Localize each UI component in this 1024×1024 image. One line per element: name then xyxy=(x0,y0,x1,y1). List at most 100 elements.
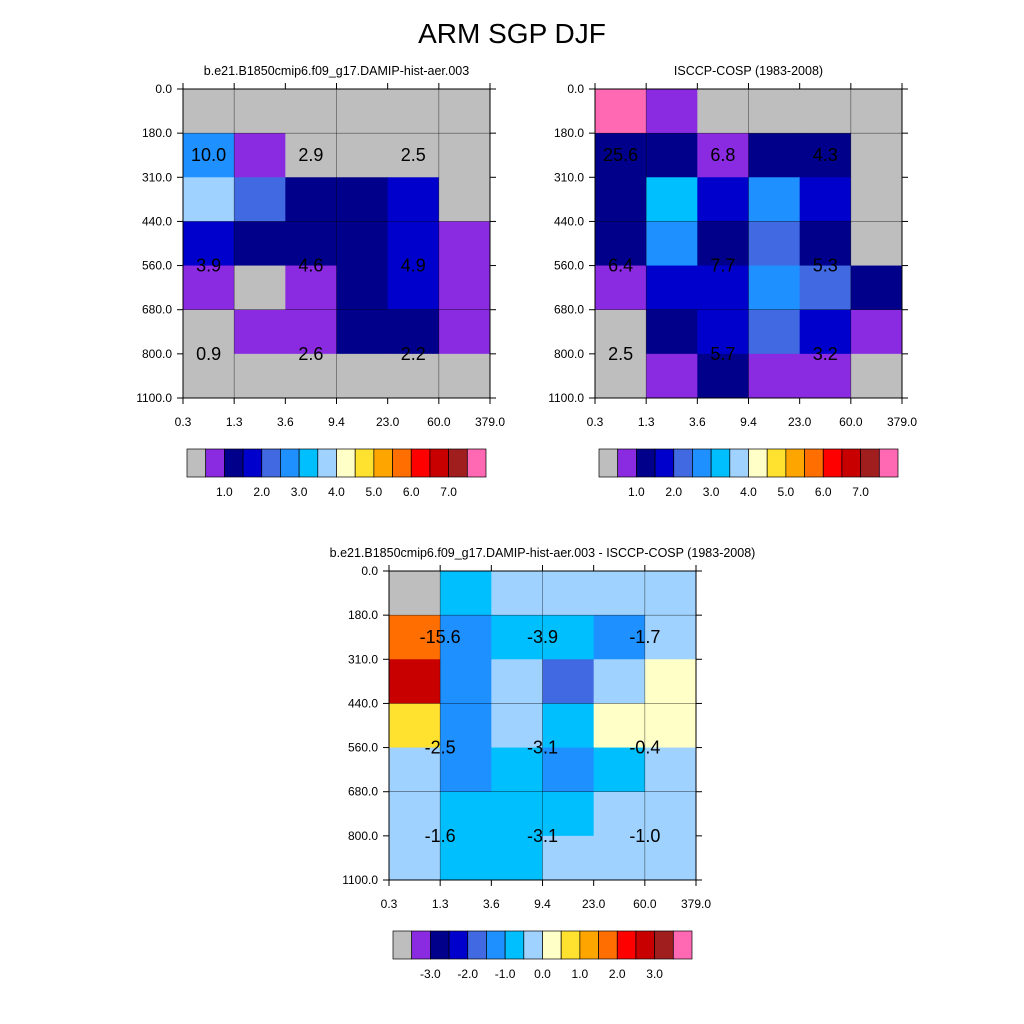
cell-value-label: 4.9 xyxy=(401,256,426,276)
heatmap-cell xyxy=(593,835,646,881)
x-tick-label: 1.3 xyxy=(432,897,449,911)
heatmap-panel-2: b.e21.B1850cmip6.f09_g17.DAMIP-hist-aer.… xyxy=(330,546,756,981)
cell-value-label: -15.6 xyxy=(420,627,461,647)
colorbar-label: 0.0 xyxy=(534,967,551,981)
heatmap-cell xyxy=(748,265,801,311)
cell-value-label: -0.4 xyxy=(629,738,660,758)
colorbar-swatch xyxy=(186,448,207,478)
colorbar-label: 4.0 xyxy=(328,485,345,499)
heatmap-cell xyxy=(646,133,698,178)
x-tick-label: 379.0 xyxy=(887,415,917,429)
cell-value-label: -1.0 xyxy=(629,826,660,846)
heatmap-cell xyxy=(336,309,389,355)
colorbar-swatch xyxy=(804,448,824,478)
cell-value-label: 3.9 xyxy=(196,256,221,276)
cell-value-label: 4.3 xyxy=(813,145,838,165)
heatmap-cell xyxy=(748,133,801,178)
heatmap-cell xyxy=(336,133,389,178)
colorbar-swatch xyxy=(486,930,506,960)
heatmap-cell xyxy=(438,177,491,222)
heatmap-cell xyxy=(593,791,646,837)
x-tick-label: 60.0 xyxy=(839,415,863,429)
heatmap-cell xyxy=(542,703,595,749)
heatmap-cell xyxy=(799,133,852,178)
colorbar-swatch xyxy=(766,448,787,478)
heatmap-cell xyxy=(593,659,646,704)
heatmap-panel-1: ISCCP-COSP (1983-2008) 0.0 180.0 310.0 440.0… xyxy=(548,64,917,499)
heatmap-cell xyxy=(799,177,852,222)
heatmap-cell xyxy=(697,133,749,178)
y-tick-label: 310.0 xyxy=(554,170,584,184)
heatmap-cell xyxy=(387,221,440,267)
x-tick-label: 60.0 xyxy=(633,897,657,911)
y-tick-label: 310.0 xyxy=(348,652,378,666)
colorbar-swatch xyxy=(692,448,712,478)
heatmap-cell xyxy=(336,265,389,311)
heatmap-cell xyxy=(491,571,543,616)
x-tick-label: 1.3 xyxy=(638,415,655,429)
cell-value-label: 25.6 xyxy=(603,145,638,165)
colorbar-label: 2.0 xyxy=(253,485,270,499)
heatmap-cell xyxy=(336,89,389,134)
heatmap-cell xyxy=(646,177,698,222)
heatmap-cell xyxy=(438,353,491,399)
heatmap-cell xyxy=(593,571,646,616)
x-tick-label: 0.3 xyxy=(587,415,604,429)
heatmap-cell xyxy=(440,703,492,749)
y-tick-label: 560.0 xyxy=(554,259,584,273)
heatmap-cell xyxy=(595,309,647,355)
heatmap-cell xyxy=(748,221,801,267)
heatmap-cell xyxy=(389,791,441,837)
colorbar-swatch xyxy=(411,930,431,960)
heatmap-cell xyxy=(542,615,595,660)
heatmap-cell xyxy=(285,89,337,134)
colorbar-label: 5.0 xyxy=(366,485,383,499)
x-tick-label: 0.3 xyxy=(175,415,192,429)
heatmap-cell xyxy=(285,133,337,178)
heatmap-cell xyxy=(285,265,337,311)
heatmap-panel-0: b.e21.B1850cmip6.f09_g17.DAMIP-hist-aer.… xyxy=(136,64,505,499)
y-tick-label: 560.0 xyxy=(348,741,378,755)
y-tick-label: 800.0 xyxy=(554,347,584,361)
y-tick-label: 0.0 xyxy=(567,82,584,96)
y-tick-label: 680.0 xyxy=(348,785,378,799)
y-tick-label: 680.0 xyxy=(142,303,172,317)
heatmap-cell xyxy=(285,309,337,355)
cell-value-label: -2.5 xyxy=(425,738,456,758)
heatmap-cell xyxy=(387,177,440,222)
heatmap-cell xyxy=(748,89,801,134)
cell-value-label: 6.8 xyxy=(710,145,735,165)
heatmap-cell xyxy=(438,309,491,355)
colorbar-swatch xyxy=(261,448,281,478)
colorbar-label: 6.0 xyxy=(815,485,832,499)
heatmap-cell xyxy=(440,615,492,660)
colorbar-swatch xyxy=(841,448,861,478)
heatmap-cell xyxy=(389,747,441,793)
cell-value-label: 0.9 xyxy=(196,344,221,364)
cell-value-label: -3.9 xyxy=(527,627,558,647)
heatmap-cell xyxy=(440,659,492,704)
heatmap-cell xyxy=(646,89,698,134)
colorbar-swatch xyxy=(617,448,637,478)
heatmap-cell xyxy=(850,177,903,222)
heatmap-cell xyxy=(234,133,286,178)
heatmap-cell xyxy=(595,133,647,178)
heatmap-cell xyxy=(234,353,286,399)
colorbar-swatch xyxy=(636,448,656,478)
y-tick-label: 0.0 xyxy=(155,82,172,96)
cell-value-label: 2.9 xyxy=(298,145,323,165)
heatmap-cell xyxy=(697,265,749,311)
colorbar-swatch xyxy=(205,448,225,478)
heatmap-cell xyxy=(183,309,235,355)
x-tick-label: 9.4 xyxy=(534,897,551,911)
x-tick-label: 23.0 xyxy=(788,415,812,429)
x-tick-label: 0.3 xyxy=(381,897,398,911)
cell-value-label: -3.1 xyxy=(527,826,558,846)
y-tick-label: 180.0 xyxy=(142,126,172,140)
heatmap-cell xyxy=(799,89,852,134)
heatmap-cell xyxy=(440,747,492,793)
colorbar-swatch xyxy=(429,448,449,478)
colorbar-label: 1.0 xyxy=(216,485,233,499)
colorbar-label: 3.0 xyxy=(646,967,663,981)
